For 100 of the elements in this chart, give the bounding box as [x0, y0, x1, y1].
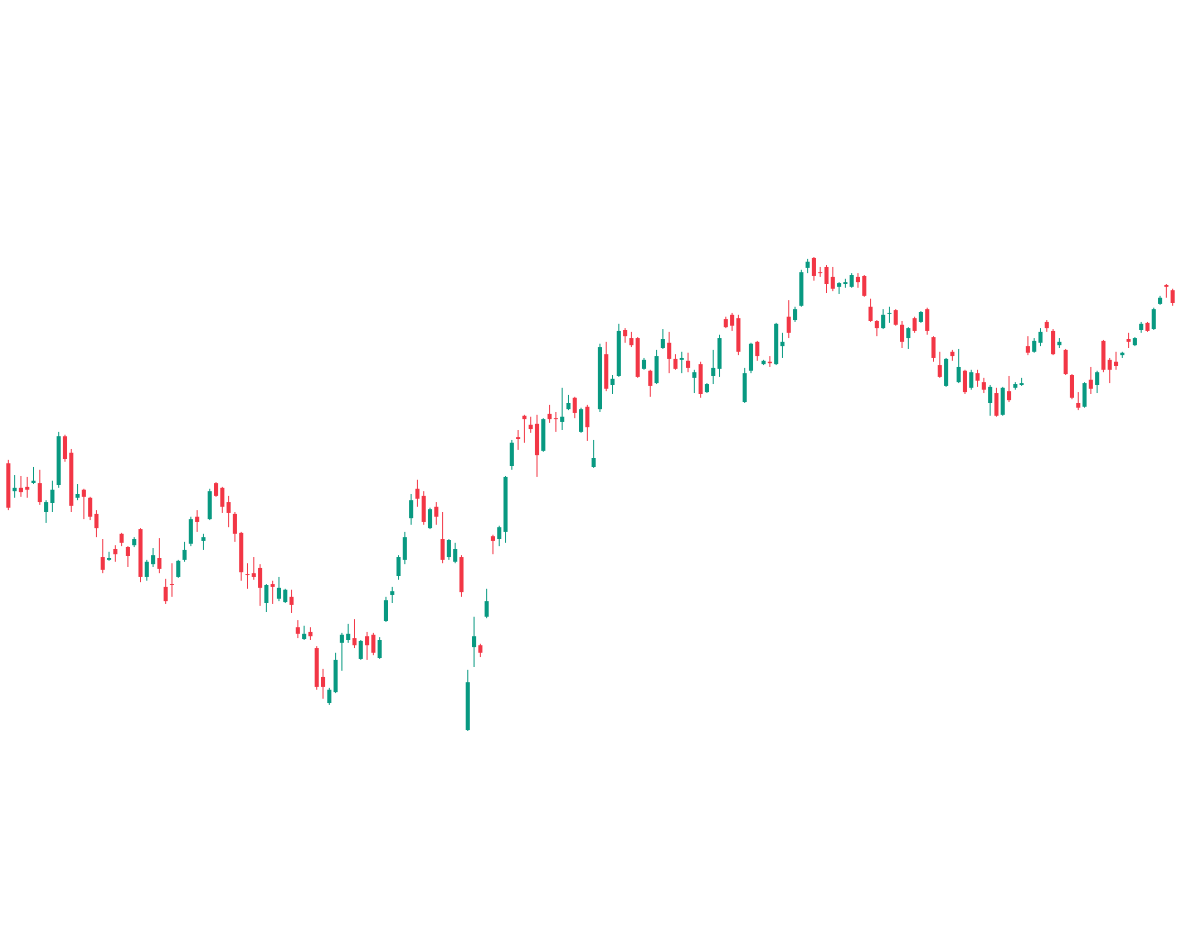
candlestick	[1107, 357, 1112, 384]
candlestick	[383, 596, 388, 623]
candlestick	[144, 559, 149, 582]
candlestick	[44, 499, 49, 524]
candlestick	[453, 542, 458, 564]
candlestick	[440, 511, 445, 564]
candlestick	[855, 272, 861, 289]
candlestick	[176, 559, 181, 579]
candlestick	[686, 352, 691, 373]
candlestick	[547, 404, 552, 424]
candlestick	[270, 580, 275, 605]
candlestick	[151, 547, 156, 568]
candlestick	[157, 537, 162, 574]
candlestick	[811, 256, 816, 282]
candlestick	[862, 274, 867, 298]
candlestick	[232, 511, 237, 543]
candlestick	[868, 298, 873, 323]
candlestick	[220, 486, 225, 514]
candlestick	[427, 507, 433, 530]
candlestick	[339, 632, 344, 672]
candlestick	[258, 563, 263, 607]
candlestick	[969, 369, 974, 391]
candlestick	[1088, 366, 1093, 395]
candlestick	[365, 631, 370, 661]
candlestick	[302, 625, 307, 641]
candlestick	[730, 312, 735, 332]
candlestick	[679, 351, 684, 374]
candlestick	[472, 616, 477, 668]
candlestick	[169, 562, 175, 598]
candlestick	[830, 266, 835, 292]
candlestick	[94, 509, 99, 538]
candlestick	[516, 429, 521, 451]
candlestick	[994, 387, 999, 418]
candlestick	[1069, 373, 1075, 400]
candlestick	[18, 475, 23, 498]
candlestick	[579, 407, 584, 434]
candlestick	[62, 434, 68, 463]
candlestick	[490, 534, 495, 555]
candlestick	[667, 331, 672, 374]
candlestick	[226, 495, 231, 528]
candlestick	[25, 476, 30, 499]
candlestick	[371, 632, 376, 656]
candlestick	[409, 493, 414, 526]
candlestick	[195, 509, 200, 533]
candlestick	[396, 554, 401, 581]
candlestick	[346, 623, 351, 644]
candlestick	[786, 299, 791, 339]
candlestick	[182, 541, 187, 563]
candlestick	[106, 551, 112, 562]
candlestick	[1025, 335, 1030, 356]
candlestick	[358, 639, 363, 661]
candlestick	[415, 479, 420, 508]
candlestick	[780, 332, 785, 359]
candlestick	[881, 308, 886, 330]
candlestick	[264, 583, 269, 613]
candlestick	[610, 374, 615, 395]
candlestick	[553, 411, 558, 433]
candlestick	[320, 668, 326, 700]
candlestick	[660, 328, 665, 350]
candlestick	[572, 396, 577, 419]
candlestick	[560, 387, 565, 431]
candlestick	[402, 531, 407, 565]
candlestick	[874, 319, 879, 337]
candlestick	[962, 369, 968, 395]
candlestick	[824, 264, 829, 294]
candlestick	[956, 348, 961, 384]
candlestick	[711, 349, 716, 385]
candlestick	[988, 384, 993, 417]
candlestick	[648, 369, 653, 398]
candlestick	[50, 480, 55, 513]
candlestick	[1038, 327, 1043, 347]
candlestick	[125, 545, 130, 568]
candlestick	[100, 538, 105, 574]
candlestick	[585, 404, 590, 442]
candlestick	[1076, 391, 1081, 411]
candlestick	[446, 538, 451, 561]
candlestick	[88, 496, 93, 521]
candlestick	[289, 589, 294, 614]
candlestick	[1006, 375, 1012, 403]
candlestick	[245, 562, 250, 590]
candlestick	[899, 320, 905, 349]
candlestick	[906, 326, 911, 350]
candlestick	[692, 369, 697, 394]
candlestick	[981, 377, 986, 394]
candlestick	[931, 335, 936, 363]
candlestick	[509, 439, 514, 471]
candlestick	[755, 340, 760, 362]
candlestick	[434, 501, 439, 526]
candlestick	[484, 588, 489, 619]
candlestick	[163, 578, 168, 605]
candlestick	[1113, 351, 1119, 371]
candlestick	[37, 469, 42, 506]
candlestick	[1095, 370, 1100, 394]
candlestick	[81, 488, 86, 520]
candlestick	[276, 576, 282, 602]
candlestick	[377, 636, 382, 660]
candlestick	[818, 266, 823, 278]
candlestick	[295, 619, 300, 639]
candlestick	[497, 525, 502, 547]
candlestick	[591, 439, 596, 469]
